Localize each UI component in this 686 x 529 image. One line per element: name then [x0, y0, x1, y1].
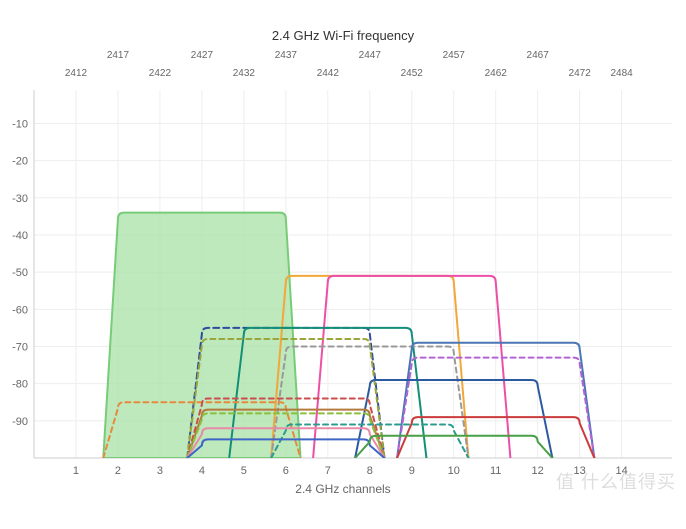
svg-text:-70: -70	[12, 341, 28, 353]
chart-title: 2.4 GHz Wi-Fi frequency	[0, 28, 686, 43]
svg-text:-90: -90	[12, 416, 28, 428]
svg-text:10: 10	[448, 465, 460, 477]
svg-text:2447: 2447	[359, 50, 382, 61]
svg-text:2417: 2417	[107, 50, 130, 61]
svg-text:2422: 2422	[149, 68, 172, 79]
svg-text:2484: 2484	[611, 68, 634, 79]
svg-text:-20: -20	[12, 156, 28, 168]
svg-text:12: 12	[532, 465, 544, 477]
svg-text:2467: 2467	[527, 50, 550, 61]
svg-text:2452: 2452	[401, 68, 424, 79]
svg-text:9: 9	[409, 465, 415, 477]
svg-text:8: 8	[367, 465, 373, 477]
svg-text:2472: 2472	[569, 68, 592, 79]
svg-text:2432: 2432	[233, 68, 256, 79]
svg-text:2: 2	[115, 465, 121, 477]
svg-text:6: 6	[283, 465, 289, 477]
svg-text:2412: 2412	[65, 68, 88, 79]
svg-text:5: 5	[241, 465, 247, 477]
svg-text:13: 13	[574, 465, 586, 477]
wifi-spectrum-chart: 2.4 GHz Wi-Fi frequency -10-20-30-40-50-…	[0, 0, 686, 524]
svg-text:-60: -60	[12, 304, 28, 316]
svg-text:2427: 2427	[191, 50, 214, 61]
svg-text:4: 4	[199, 465, 205, 477]
svg-text:-80: -80	[12, 379, 28, 391]
svg-text:-30: -30	[12, 193, 28, 205]
svg-text:2462: 2462	[485, 68, 508, 79]
svg-text:-10: -10	[12, 118, 28, 130]
svg-text:2442: 2442	[317, 68, 340, 79]
svg-text:1: 1	[73, 465, 79, 477]
svg-text:2457: 2457	[443, 50, 466, 61]
x-axis-title: 2.4 GHz channels	[0, 482, 686, 496]
svg-text:2437: 2437	[275, 50, 298, 61]
svg-text:11: 11	[490, 465, 501, 477]
chart-svg: -10-20-30-40-50-60-70-80-901234567891011…	[0, 0, 686, 524]
svg-text:7: 7	[325, 465, 331, 477]
svg-text:-50: -50	[12, 267, 28, 279]
svg-text:3: 3	[157, 465, 163, 477]
svg-text:-40: -40	[12, 230, 28, 242]
svg-text:14: 14	[616, 465, 628, 477]
